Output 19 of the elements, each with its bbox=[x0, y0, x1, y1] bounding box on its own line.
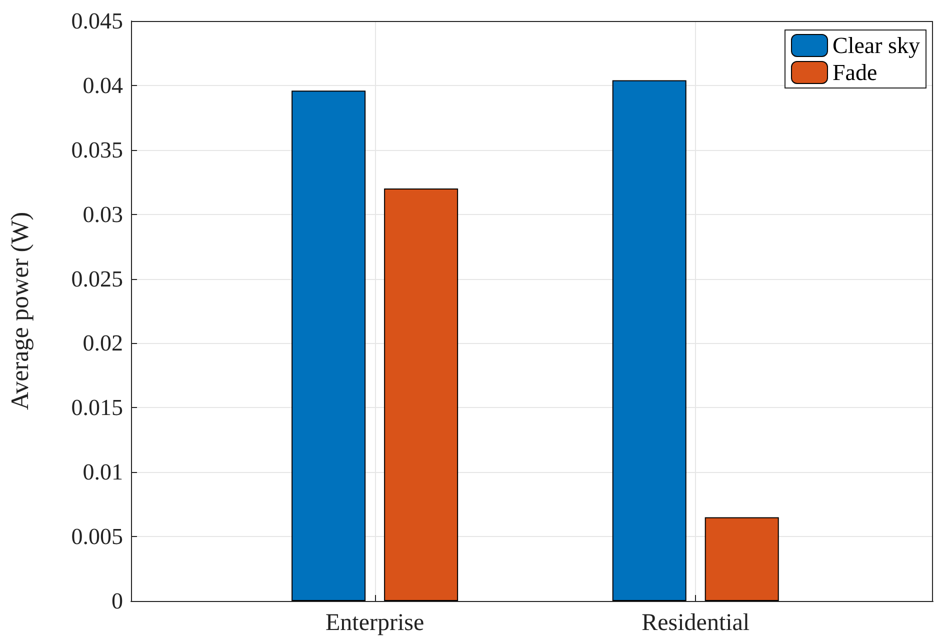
bar bbox=[384, 188, 458, 601]
y-tick-label: 0.015 bbox=[71, 395, 123, 420]
y-tick-label: 0.045 bbox=[71, 8, 123, 34]
y-tick-label: 0.01 bbox=[82, 460, 123, 485]
bar bbox=[292, 90, 366, 601]
legend-label: Clear sky bbox=[832, 33, 920, 58]
y-tick-label: 0.005 bbox=[71, 524, 123, 550]
y-tick-label: 0 bbox=[112, 588, 123, 614]
y-tick-label: 0.035 bbox=[71, 137, 123, 162]
bar bbox=[704, 517, 779, 601]
y-axis-title: Average power (W) bbox=[7, 212, 34, 410]
y-tick-label: 0.03 bbox=[82, 202, 123, 227]
y-tick-label: 0.025 bbox=[71, 266, 123, 292]
legend-label: Fade bbox=[832, 60, 878, 85]
x-tick-label: Enterprise bbox=[325, 610, 424, 636]
y-tick-label: 0.04 bbox=[82, 72, 124, 98]
y-tick-label: 0.02 bbox=[82, 330, 123, 356]
bar bbox=[612, 80, 686, 601]
x-tick-label: Residential bbox=[642, 610, 750, 636]
